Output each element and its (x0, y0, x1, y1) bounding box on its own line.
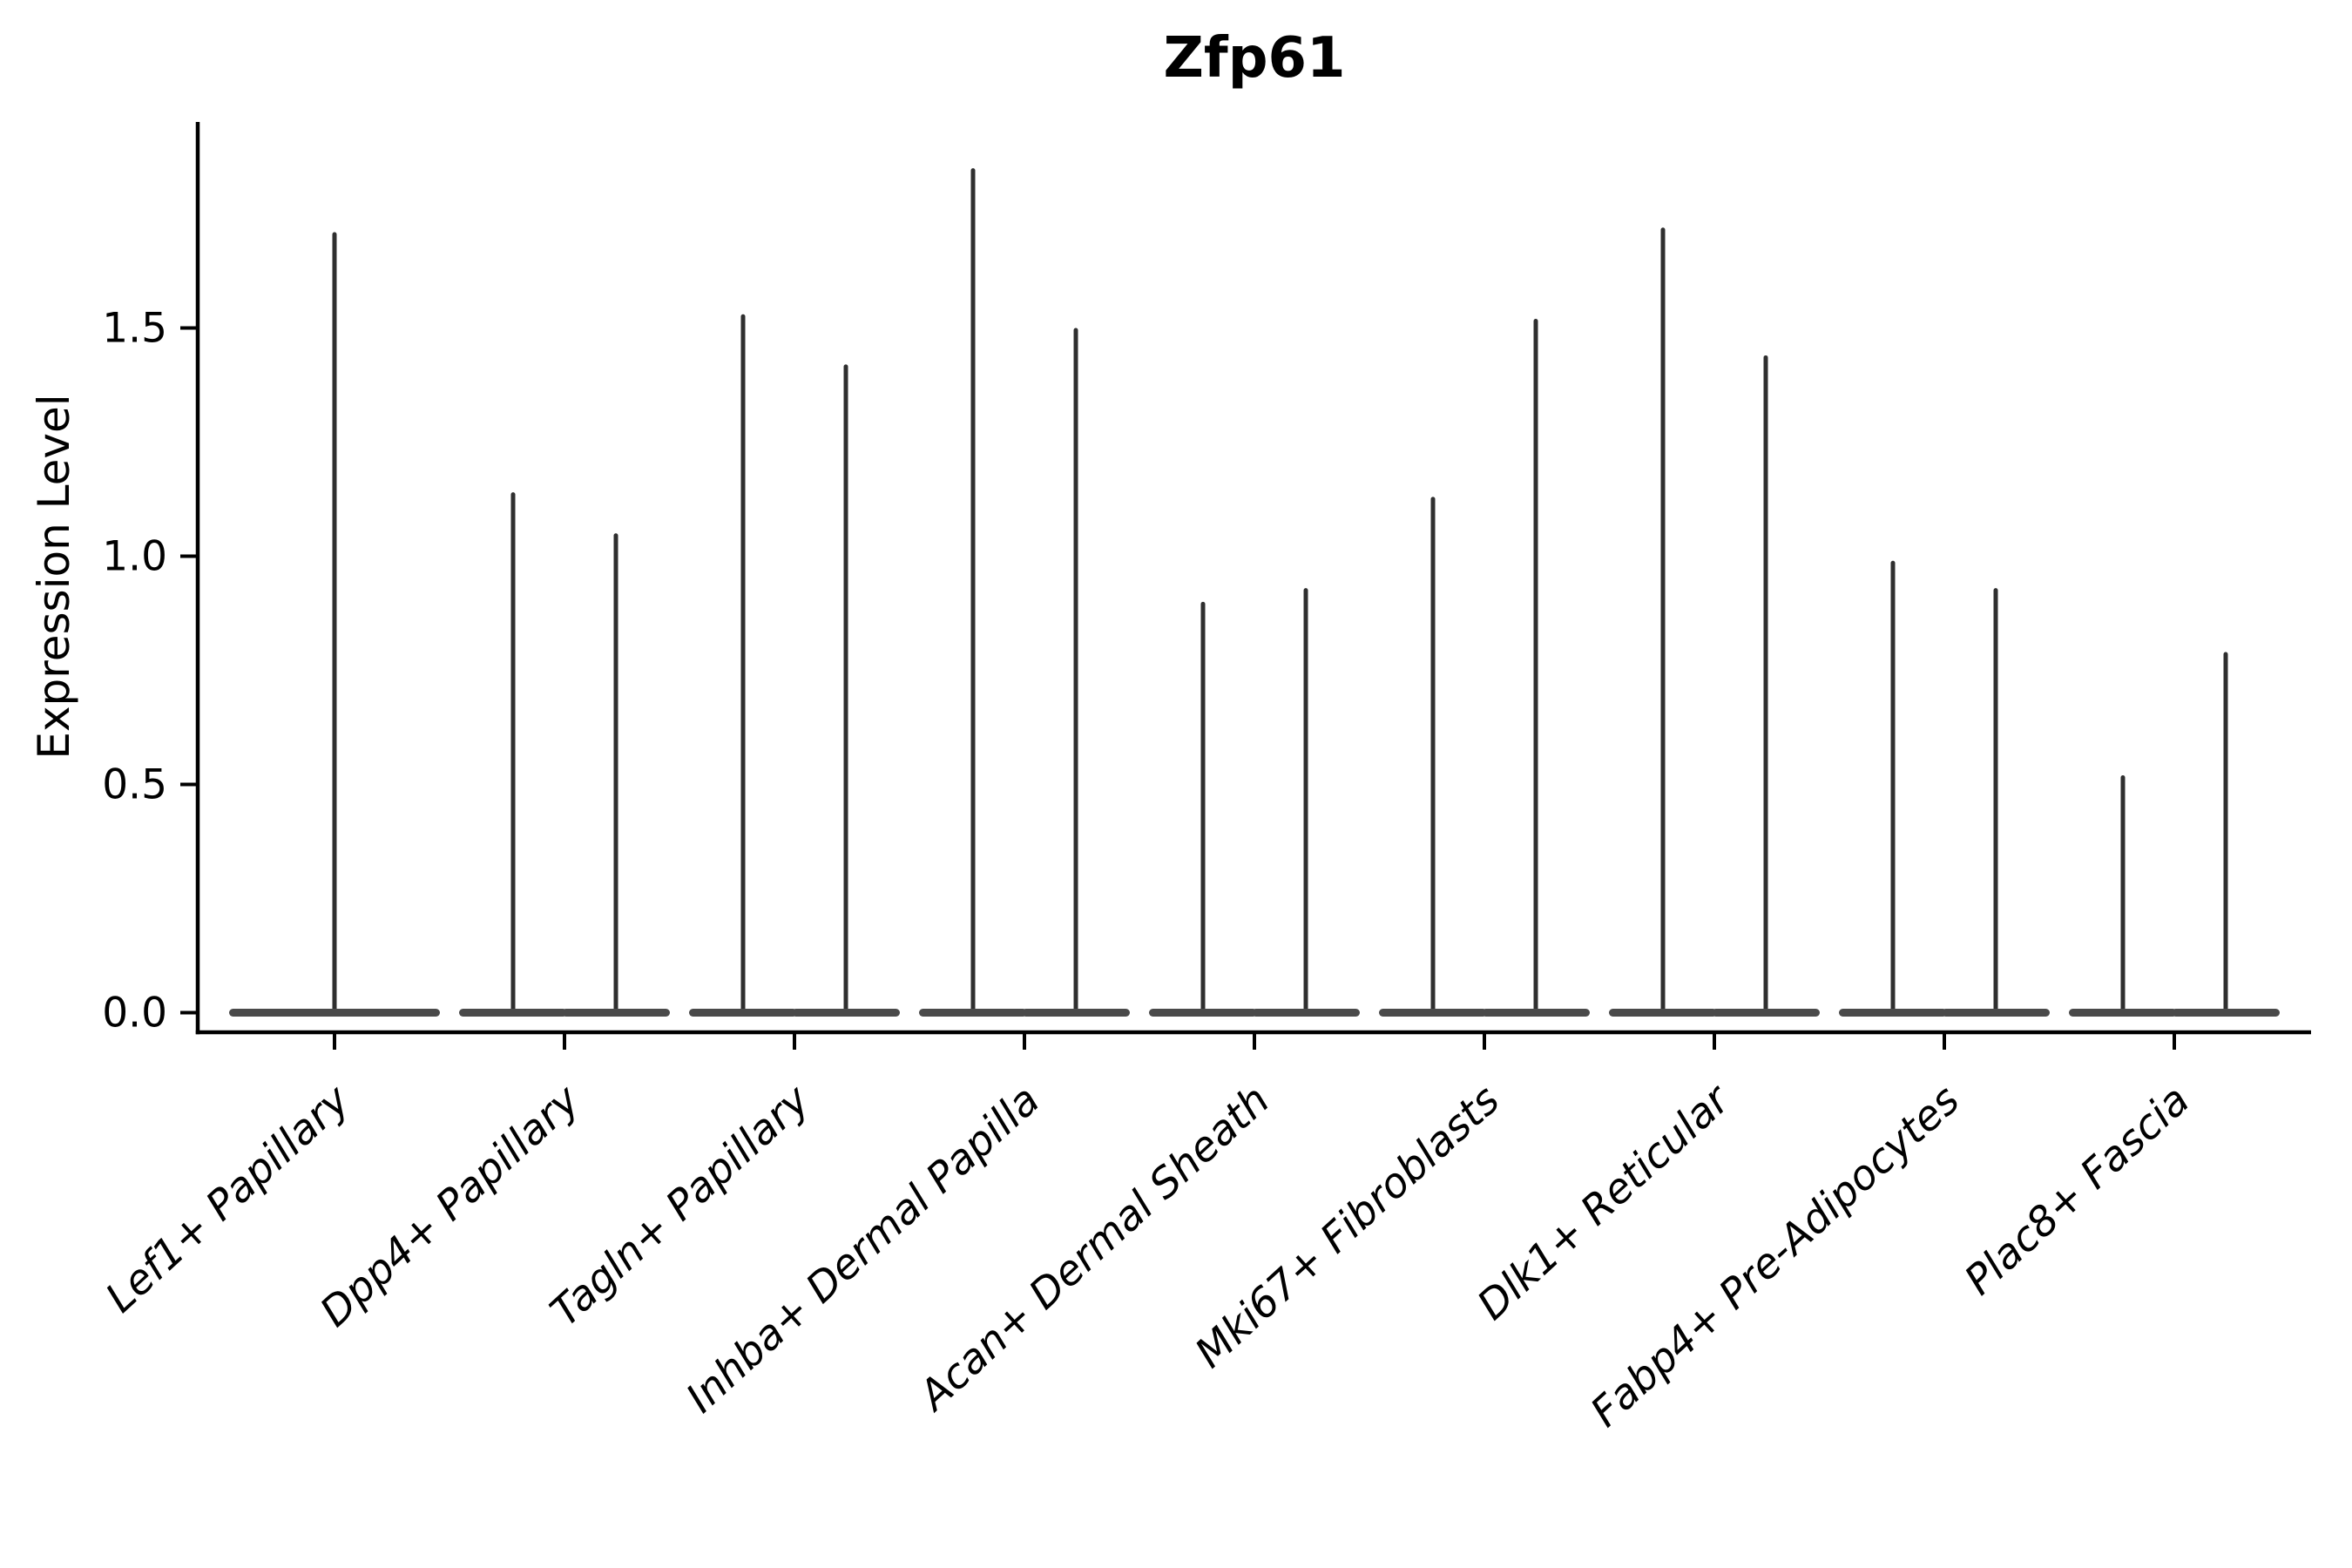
violin-needle (510, 492, 516, 1013)
violin-base (1609, 1009, 1717, 1017)
violin-needle (1660, 227, 1666, 1013)
x-tick-label: Plac8+ Fascia (1956, 1076, 2199, 1304)
violin-needle (613, 533, 618, 1013)
violin-needle (740, 314, 746, 1013)
violin-base (1022, 1009, 1130, 1017)
violin-base (1149, 1009, 1257, 1017)
violin-needle (2223, 652, 2228, 1013)
x-tick-label: Fabp4+ Pre-Adipocytes (1582, 1076, 1969, 1436)
violin-needle (1303, 588, 1308, 1013)
violin-base (1839, 1009, 1947, 1017)
violin-needle (1430, 497, 1436, 1013)
y-tick-label: 0.5 (102, 761, 167, 809)
violin-needle (332, 232, 337, 1013)
violin-base (1252, 1009, 1360, 1017)
violin-base (2172, 1009, 2280, 1017)
y-tick-label: 0.0 (102, 990, 167, 1037)
violin-base (229, 1009, 440, 1017)
violin-needle (1890, 560, 1896, 1013)
violin-needle (1200, 601, 1206, 1013)
violin-base (1379, 1009, 1487, 1017)
violin-needle (1073, 328, 1078, 1013)
chart-title: Zfp61 (1163, 26, 1346, 91)
violin-base (792, 1009, 900, 1017)
x-tick-label: Dlk1+ Reticular (1469, 1074, 1740, 1329)
violin-needle (970, 168, 976, 1013)
violin-base (919, 1009, 1027, 1017)
x-tick-label: Lef1+ Papillary (97, 1076, 360, 1322)
violin-base (1942, 1009, 2050, 1017)
violin-base (1712, 1009, 1820, 1017)
violin-needle (1993, 588, 1998, 1013)
violin-needle (2120, 775, 2126, 1013)
violin-needle (1533, 319, 1538, 1013)
violin-needle (1763, 355, 1768, 1013)
violin-needle (843, 364, 848, 1013)
violin-base (459, 1009, 567, 1017)
violin-base (689, 1009, 797, 1017)
violin-base (2069, 1009, 2177, 1017)
y-tick-label: 1.5 (102, 305, 167, 353)
y-tick-label: 1.0 (102, 533, 167, 581)
violin-base (562, 1009, 670, 1017)
violin-base (1482, 1009, 1590, 1017)
